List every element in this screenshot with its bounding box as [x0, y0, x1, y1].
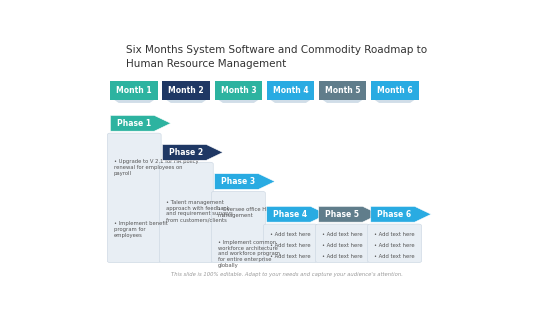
Text: This slide is 100% editable. Adapt to your needs and capture your audience's att: This slide is 100% editable. Adapt to yo…: [171, 272, 403, 277]
Polygon shape: [110, 115, 171, 131]
FancyBboxPatch shape: [108, 133, 161, 263]
Text: Month 1: Month 1: [116, 86, 152, 95]
Text: Month 2: Month 2: [169, 86, 204, 95]
Polygon shape: [214, 174, 275, 189]
Text: Phase 5: Phase 5: [325, 210, 359, 219]
Text: Six Months System Software and Commodity Roadmap to
Human Resource Management: Six Months System Software and Commodity…: [127, 45, 427, 69]
Polygon shape: [218, 100, 259, 103]
Text: • Add text here: • Add text here: [270, 254, 311, 259]
Text: • Add text here: • Add text here: [374, 232, 415, 238]
Text: • Add text here: • Add text here: [322, 232, 363, 238]
Polygon shape: [267, 206, 327, 222]
Text: • Upgrade to V 2.1 for HR policy
renewal for employees on
payroll: • Upgrade to V 2.1 for HR policy renewal…: [114, 159, 198, 176]
FancyBboxPatch shape: [368, 224, 422, 263]
Text: • Implement benefit
program for
employees: • Implement benefit program for employee…: [114, 221, 167, 238]
Text: • Talent management
approach with feedback
and requirement surveys
from customer: • Talent management approach with feedba…: [166, 200, 233, 222]
Text: • Add text here: • Add text here: [374, 254, 415, 259]
Polygon shape: [114, 100, 155, 103]
FancyBboxPatch shape: [316, 224, 370, 263]
Text: Month 6: Month 6: [377, 86, 413, 95]
Text: Month 3: Month 3: [221, 86, 256, 95]
Text: • Oversee office HR
management: • Oversee office HR management: [218, 207, 270, 218]
Text: • Add text here: • Add text here: [374, 243, 415, 248]
Text: Phase 3: Phase 3: [221, 177, 255, 186]
FancyBboxPatch shape: [110, 82, 158, 100]
Polygon shape: [319, 206, 379, 222]
FancyBboxPatch shape: [319, 82, 366, 100]
Text: • Add text here: • Add text here: [270, 243, 311, 248]
Polygon shape: [166, 100, 207, 103]
Polygon shape: [374, 100, 415, 103]
Text: • Add text here: • Add text here: [270, 232, 311, 238]
Text: • Add text here: • Add text here: [322, 254, 363, 259]
Text: Phase 1: Phase 1: [116, 119, 151, 128]
FancyBboxPatch shape: [162, 82, 210, 100]
FancyBboxPatch shape: [160, 162, 213, 263]
Text: • Implement common
workforce architecture
and workforce program
for entire enter: • Implement common workforce architectur…: [218, 240, 280, 268]
FancyBboxPatch shape: [267, 82, 314, 100]
Text: • Add text here: • Add text here: [322, 243, 363, 248]
FancyBboxPatch shape: [214, 82, 262, 100]
FancyBboxPatch shape: [212, 191, 265, 263]
Polygon shape: [270, 100, 311, 103]
Text: Month 5: Month 5: [325, 86, 360, 95]
Polygon shape: [322, 100, 363, 103]
FancyBboxPatch shape: [264, 224, 318, 263]
Text: Phase 6: Phase 6: [377, 210, 411, 219]
Text: Phase 2: Phase 2: [169, 148, 203, 157]
Polygon shape: [162, 145, 223, 160]
FancyBboxPatch shape: [371, 82, 418, 100]
Polygon shape: [371, 206, 431, 222]
Text: Month 4: Month 4: [273, 86, 309, 95]
Text: Phase 4: Phase 4: [273, 210, 307, 219]
